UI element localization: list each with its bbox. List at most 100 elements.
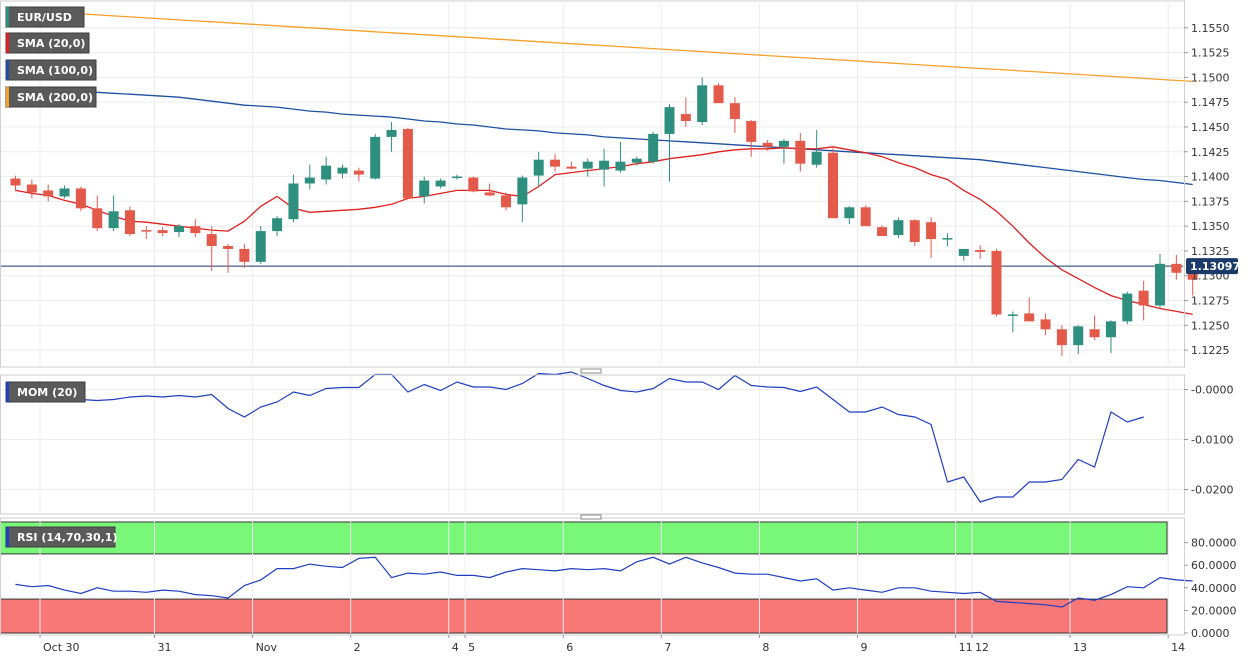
date-tick-label: 4 (452, 641, 459, 654)
legend-sma100-color-marker (6, 60, 9, 80)
candle-body (272, 218, 283, 232)
panel-frame (0, 0, 1185, 368)
rsi-tick-label: 80.0000 (1191, 537, 1237, 550)
candle-body (190, 226, 201, 234)
candle-body (599, 160, 610, 170)
candle-body (321, 165, 332, 180)
candle-body (1024, 313, 1035, 322)
date-tick-label: 8 (762, 641, 769, 654)
legend-mom-text: MOM (20) (17, 386, 77, 399)
candle-body (10, 178, 21, 186)
candle-body (419, 180, 430, 197)
candle-body (517, 177, 528, 205)
candle-body (1122, 293, 1133, 322)
candle-body (860, 207, 871, 227)
candle-body (451, 176, 462, 179)
legend-rsi-color-marker (6, 527, 9, 547)
panel-frame (0, 374, 1185, 515)
date-tick-label: Oct 30 (43, 641, 80, 654)
candle-body (582, 161, 593, 169)
candle-body (1187, 273, 1198, 280)
candle-body (402, 128, 413, 199)
candle-body (664, 107, 675, 134)
candle-body (1056, 329, 1067, 346)
legend-symbol-text: EUR/USD (17, 11, 72, 24)
mom-tick-label: -0.0100 (1191, 434, 1233, 447)
price-tick-label: 1.1500 (1191, 71, 1230, 84)
legend-sma20-text: SMA (20,0) (17, 37, 85, 50)
legend-sma200-color-marker (6, 87, 9, 107)
candle-body (1138, 290, 1149, 306)
candle-body (778, 140, 789, 147)
last-price-badge (1186, 258, 1238, 275)
candle-body (43, 190, 54, 197)
candle-body (828, 152, 838, 219)
candle-body (631, 158, 642, 163)
candle-body (223, 245, 234, 249)
legend-mom-color-marker (6, 382, 9, 402)
price-tick-label: 1.1400 (1191, 171, 1230, 184)
rsi-tick-label: 60.0000 (1191, 559, 1237, 572)
date-tick-label: 12 (975, 641, 989, 654)
sma-200-line (15, 9, 1193, 83)
candle-body (926, 222, 937, 240)
candle-body (141, 230, 152, 232)
last-price-label: 1.13097 (1190, 260, 1240, 273)
candle-body (909, 220, 920, 243)
candle-body (26, 184, 37, 193)
candle-body (566, 166, 577, 169)
rsi-tick-label: 20.0000 (1191, 604, 1237, 617)
legend-rsi-text: RSI (14,70,30,1) (17, 531, 117, 544)
rsi-oversold-band (0, 598, 1168, 634)
price-tick-label: 1.1325 (1191, 245, 1230, 258)
candle-body (877, 227, 888, 237)
candle-body (1105, 321, 1116, 338)
candle-body (615, 161, 626, 171)
candle-body (386, 129, 397, 137)
candle-body (353, 170, 364, 175)
candle-body (762, 142, 773, 147)
candle-body (468, 177, 479, 192)
price-tick-label: 1.1450 (1191, 121, 1230, 134)
date-tick-label: 11 (959, 641, 973, 654)
rsi-line (15, 556, 1193, 608)
date-tick-label: 13 (1073, 641, 1087, 654)
candle-body (435, 180, 446, 187)
price-tick-label: 1.1225 (1191, 344, 1230, 357)
price-tick-label: 1.1525 (1191, 47, 1230, 60)
candle-body (811, 151, 822, 165)
sma-100-line (15, 86, 1193, 186)
candle-body (942, 238, 953, 240)
candle-body (697, 85, 708, 123)
candle-body (1089, 329, 1100, 338)
candle-body (958, 248, 969, 256)
date-tick-label: Nov (256, 641, 278, 654)
candle-body (713, 85, 724, 104)
candle-body (893, 220, 904, 236)
candle-body (239, 248, 250, 262)
candle-body (75, 188, 86, 209)
date-tick-label: 14 (1171, 641, 1185, 654)
date-tick-label: 2 (354, 641, 361, 654)
candle-body (975, 249, 986, 252)
candle-body (92, 208, 103, 229)
candle-body (304, 177, 315, 184)
candle-body (370, 136, 381, 179)
candle-body (288, 183, 299, 220)
legend-sma100-text: SMA (100,0) (17, 64, 93, 77)
price-tick-label: 1.1475 (1191, 96, 1230, 109)
legend-sma200-text: SMA (200,0) (17, 91, 93, 104)
candle-body (991, 250, 1002, 315)
date-tick-label: 6 (566, 641, 573, 654)
rsi-overbought-band (0, 521, 1168, 555)
price-tick-label: 1.1375 (1191, 195, 1230, 208)
date-tick-label: 31 (157, 641, 171, 654)
candle-body (255, 231, 266, 262)
date-tick-label: 5 (468, 641, 475, 654)
mom-tick-label: -0.0200 (1191, 484, 1233, 497)
candle-body (174, 226, 184, 233)
panel-resize-handle (580, 514, 602, 520)
rsi-tick-label: 40.0000 (1191, 582, 1237, 595)
candle-body (746, 121, 757, 142)
